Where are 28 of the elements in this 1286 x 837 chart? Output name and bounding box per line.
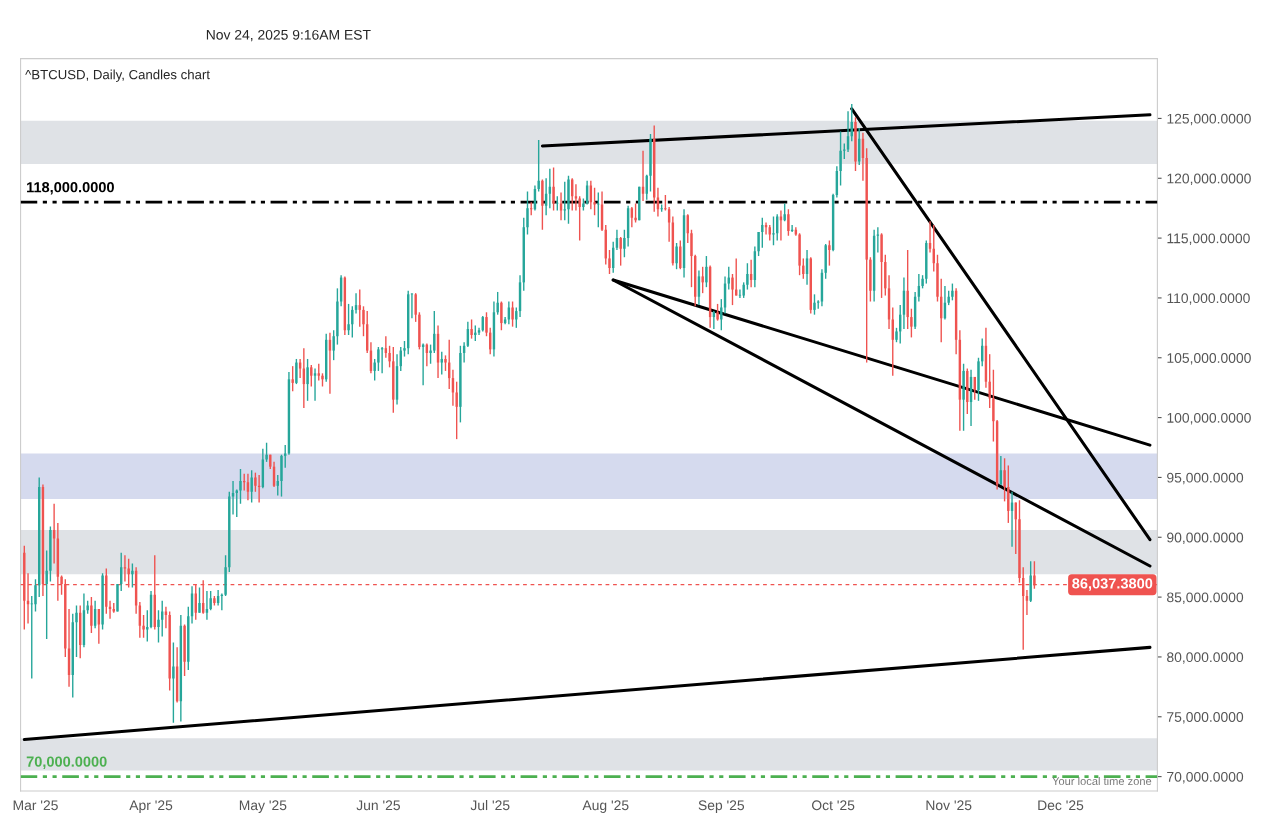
- ref-line-label: 70,000.0000: [26, 756, 107, 769]
- x-tick-label: Mar '25: [13, 800, 58, 811]
- x-tick-label: Nov '25: [926, 800, 972, 811]
- y-tick-label: 95,000.0000: [1167, 472, 1244, 485]
- y-tick-label: 105,000.0000: [1167, 353, 1251, 365]
- x-tick-label: Jun '25: [356, 800, 400, 811]
- x-tick-label: Dec '25: [1038, 800, 1084, 811]
- y-tick-label: 75,000.0000: [1167, 712, 1244, 724]
- y-tick-label: 125,000.0000: [1167, 113, 1251, 126]
- x-tick-label: Jul '25: [470, 799, 510, 811]
- annotation: Your local time zone: [1052, 776, 1152, 786]
- y-tick-label: 100,000.0000: [1167, 412, 1251, 425]
- annotation: ^BTCUSD, Daily, Candles chart: [25, 69, 210, 82]
- x-tick-label: Aug '25: [582, 800, 629, 813]
- y-tick-label: 70,000.0000: [1167, 771, 1244, 784]
- ref-line-label: 118,000.0000: [27, 182, 114, 195]
- y-tick-label: 120,000.0000: [1167, 173, 1251, 186]
- x-tick-label: Oct '25: [812, 800, 855, 811]
- ref-line-label: 86,037.3800: [1072, 578, 1153, 591]
- y-tick-label: 90,000.0000: [1167, 532, 1244, 545]
- y-tick-label: 110,000.0000: [1167, 293, 1250, 305]
- text: Nov 24, 2025 9:16AM EST: [206, 29, 371, 42]
- x-tick-label: Apr '25: [129, 800, 173, 813]
- y-tick-label: 80,000.0000: [1167, 652, 1244, 664]
- y-tick-label: 85,000.0000: [1167, 592, 1244, 604]
- x-tick-label: Sep '25: [698, 800, 745, 813]
- y-tick-label: 115,000.0000: [1167, 233, 1250, 245]
- x-tick-label: May '25: [239, 800, 287, 813]
